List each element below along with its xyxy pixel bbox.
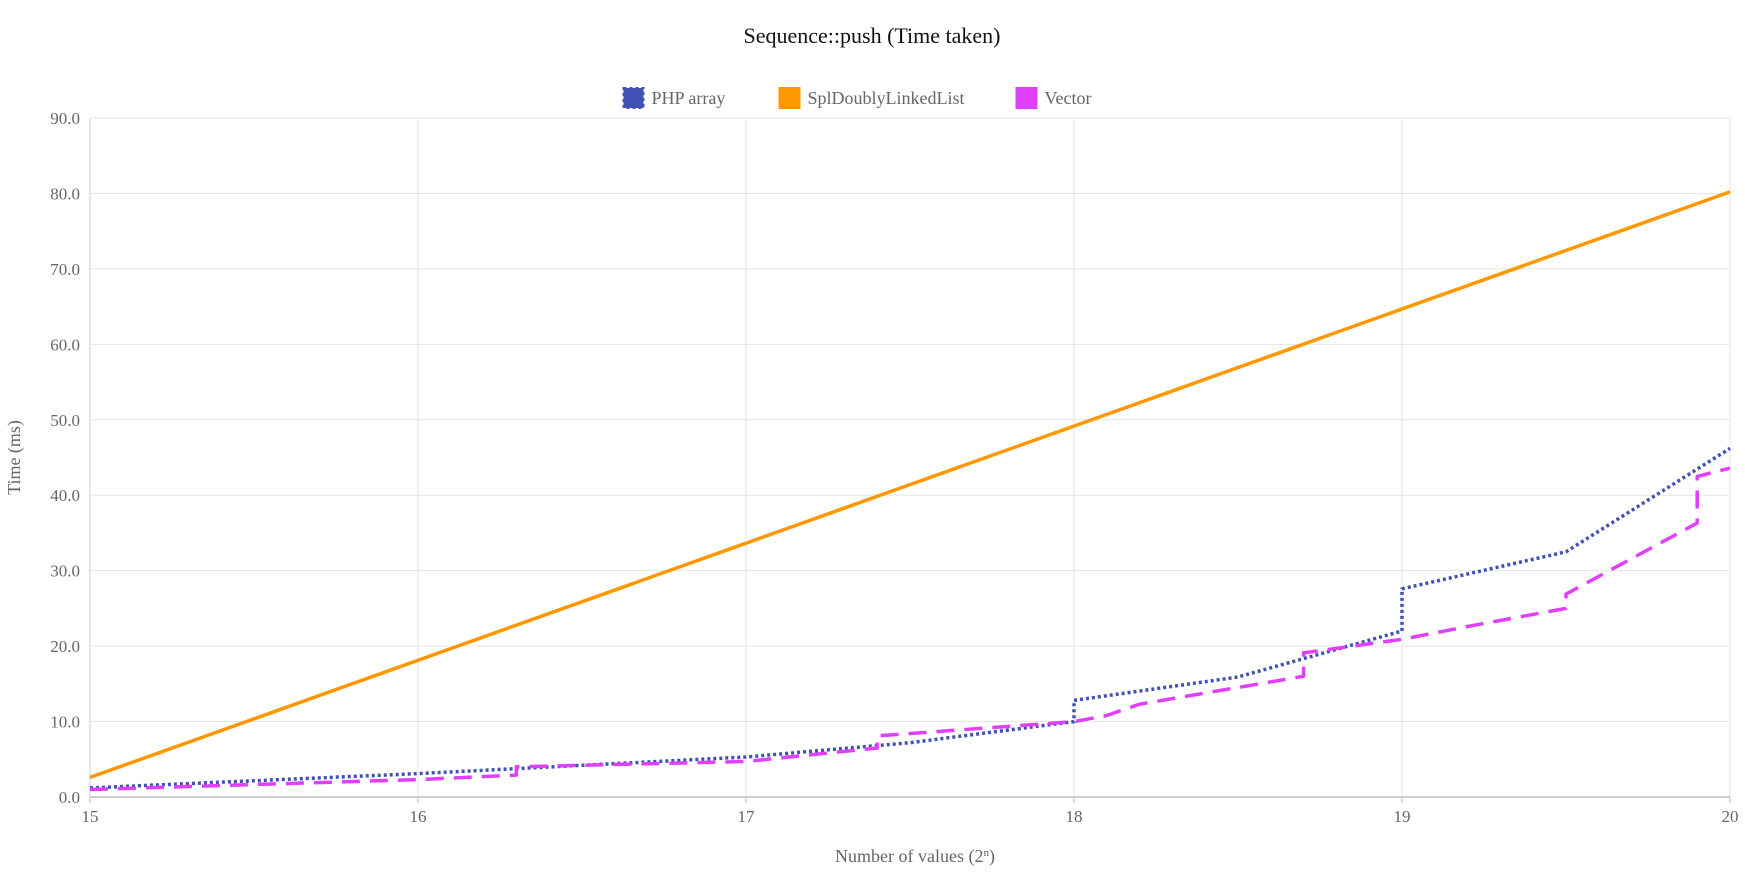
y-tick-label: 70.0: [50, 260, 80, 279]
legend-item-1[interactable]: SplDoublyLinkedList: [778, 87, 965, 109]
x-axis-title: Number of values (2n): [835, 846, 995, 867]
x-tick-label: 20: [1722, 807, 1739, 826]
axes: 0.0 10.0 20.0 30.0 40.0 50.0 60.0 70.0 80.0 90.0 1…: [50, 109, 1738, 826]
legend-item-0[interactable]: PHP array: [622, 87, 726, 109]
gridlines: [89, 117, 1731, 798]
x-axis-title-end: ): [989, 846, 995, 867]
x-tick-label: 15: [82, 807, 99, 826]
y-tick-label: 40.0: [50, 486, 80, 505]
legend: PHP array SplDoublyLinkedList Vector: [622, 87, 1092, 109]
legend-swatch: [1015, 87, 1038, 109]
y-tick-label: 60.0: [50, 335, 80, 354]
x-tick-label: 17: [738, 807, 756, 826]
x-tick-label: 18: [1066, 807, 1083, 826]
y-tick-label: 30.0: [50, 562, 80, 581]
x-tick-label: 19: [1394, 807, 1411, 826]
y-axis-title: Time (ms): [4, 420, 25, 495]
y-tick-label: 0.0: [59, 788, 80, 807]
x-tick-label: 16: [410, 807, 427, 826]
series-lines: [89, 190, 1731, 792]
y-tick-label: 80.0: [50, 184, 80, 203]
x-axis-title-base: Number of values (2: [835, 846, 983, 867]
series-line-1: [89, 190, 1731, 780]
y-tick-label: 10.0: [50, 713, 80, 732]
series-line-2: [89, 466, 1731, 792]
y-tick-label: 90.0: [50, 109, 80, 128]
legend-label: Vector: [1045, 88, 1092, 108]
legend-label: PHP array: [652, 88, 726, 108]
y-tick-label: 50.0: [50, 411, 80, 430]
y-tick-label: 20.0: [50, 637, 80, 656]
series-line-0: [89, 446, 1731, 790]
legend-label: SplDoublyLinkedList: [808, 88, 965, 108]
x-axis-title-superscript: n: [983, 847, 989, 859]
legend-swatch: [778, 87, 801, 109]
chart-title: Sequence::push (Time taken): [743, 23, 1000, 48]
legend-item-2[interactable]: Vector: [1015, 87, 1092, 109]
legend-swatch: [622, 87, 645, 109]
